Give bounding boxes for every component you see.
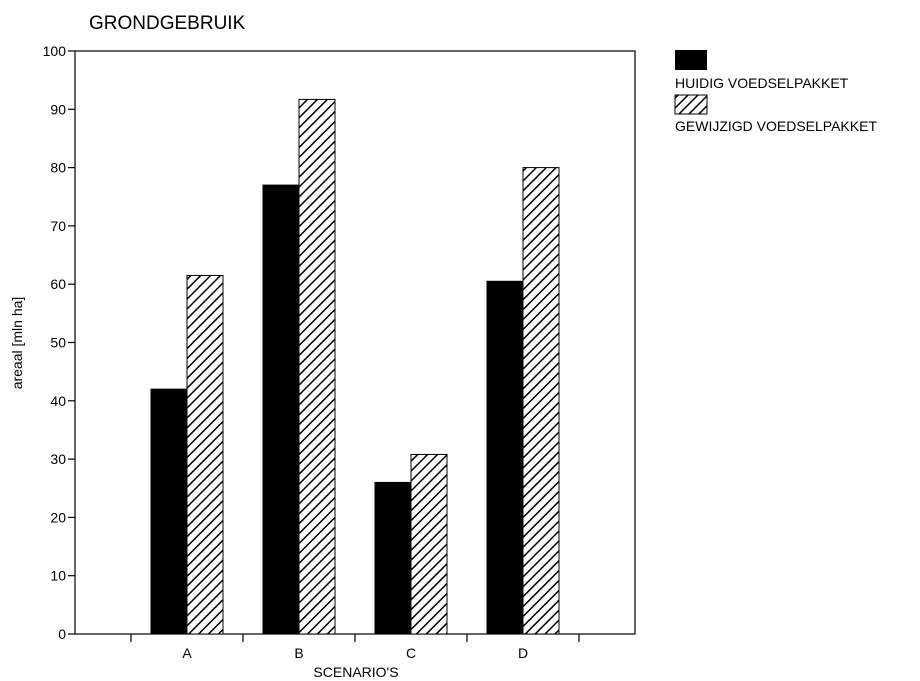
bar-huidig-d bbox=[486, 280, 524, 635]
x-tick-label: C bbox=[406, 645, 416, 661]
x-tick-label: A bbox=[182, 645, 192, 661]
y-tick-label: 40 bbox=[50, 393, 66, 409]
legend-swatch-gewijzigd bbox=[674, 94, 708, 115]
bar-huidig-c bbox=[374, 481, 412, 635]
x-axis-label: SCENARIO'S bbox=[313, 664, 398, 680]
bar-gewijzigd-a bbox=[186, 274, 224, 635]
legend: HUIDIG VOEDSELPAKKET GEWIJZIGD VOEDSELPA… bbox=[674, 50, 877, 134]
legend-label-huidig: HUIDIG VOEDSELPAKKET bbox=[675, 75, 849, 91]
bar-gewijzigd-b bbox=[298, 98, 336, 635]
y-tick-label: 50 bbox=[50, 335, 66, 351]
y-tick-label: 100 bbox=[43, 43, 67, 59]
bar-gewijzigd-c bbox=[410, 453, 448, 635]
chart-title: GRONDGEBRUIK bbox=[89, 13, 246, 34]
y-tick-label: 90 bbox=[50, 101, 66, 117]
bar-huidig-b bbox=[262, 184, 300, 635]
legend-label-gewijzigd: GEWIJZIGD VOEDSELPAKKET bbox=[675, 118, 877, 134]
y-tick-label: 60 bbox=[50, 276, 66, 292]
y-tick-label: 30 bbox=[50, 451, 66, 467]
bar-gewijzigd-d bbox=[522, 167, 560, 635]
y-tick-label: 0 bbox=[58, 626, 66, 642]
y-tick-label: 20 bbox=[50, 509, 66, 525]
y-tick-label: 80 bbox=[50, 160, 66, 176]
y-tick-label: 10 bbox=[50, 568, 66, 584]
y-tick-label: 70 bbox=[50, 218, 66, 234]
legend-swatch-huidig bbox=[675, 50, 707, 70]
bars bbox=[150, 98, 560, 635]
x-axis: A B C D bbox=[130, 634, 580, 661]
y-axis: 0 10 20 30 40 50 60 70 80 90 100 bbox=[43, 43, 75, 642]
y-axis-label: areaal [mln ha] bbox=[9, 297, 25, 390]
x-tick-label: B bbox=[294, 645, 303, 661]
x-tick-label: D bbox=[518, 645, 528, 661]
bar-huidig-a bbox=[150, 388, 188, 635]
